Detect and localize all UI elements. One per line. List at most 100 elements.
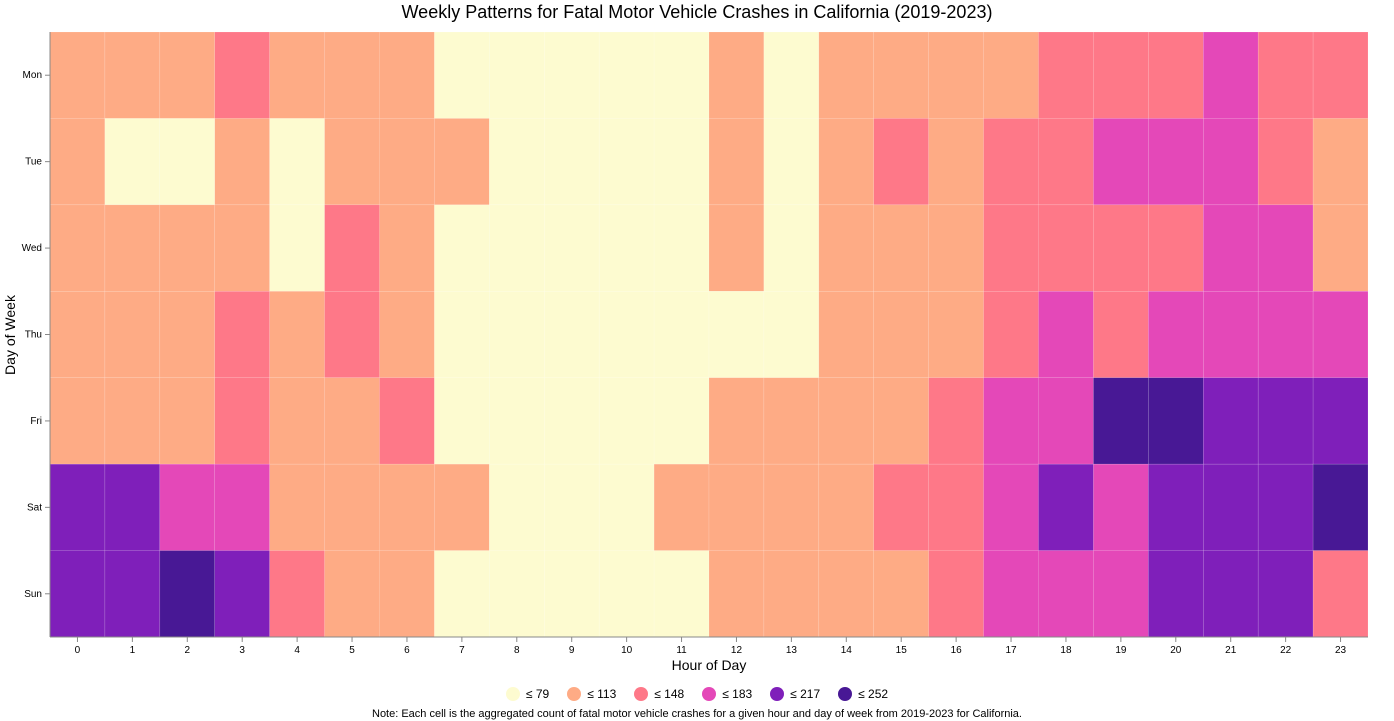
heatmap-cell <box>983 291 1039 378</box>
heatmap-cell <box>1148 377 1204 465</box>
heatmap-cell <box>708 31 765 119</box>
legend-item: ≤ 183 <box>702 687 752 701</box>
heatmap-cell <box>269 291 325 378</box>
heatmap-cell <box>1257 118 1314 206</box>
x-tick-label: 2 <box>185 645 191 656</box>
x-tick-label: 21 <box>1225 645 1237 656</box>
heatmap-cell <box>49 118 106 206</box>
heatmap-cell <box>928 204 984 292</box>
heatmap-cell <box>214 463 270 551</box>
legend-label: ≤ 113 <box>587 687 617 701</box>
heatmap-cell <box>873 291 929 378</box>
heatmap-cell <box>379 550 435 638</box>
heatmap-cell <box>324 550 380 638</box>
x-tick-label: 10 <box>621 645 633 656</box>
heatmap-cell <box>49 204 106 292</box>
heatmap-cell <box>818 291 874 378</box>
heatmap-cell <box>159 204 215 292</box>
y-tick-label: Tue <box>25 157 42 168</box>
heatmap-cell <box>1038 118 1094 206</box>
heatmap-cell <box>269 118 325 206</box>
heatmap-cell <box>708 550 765 638</box>
heatmap-cells <box>49 31 1369 638</box>
heatmap-cell <box>324 291 380 378</box>
heatmap-cell <box>489 291 545 378</box>
heatmap-cell <box>763 291 820 378</box>
heatmap-cell <box>653 377 710 465</box>
heatmap-cell <box>1038 550 1094 638</box>
heatmap-cell <box>763 550 820 638</box>
heatmap-cell <box>818 118 874 206</box>
x-tick-label: 5 <box>349 645 355 656</box>
heatmap-cell <box>928 118 984 206</box>
heatmap-cell <box>1257 291 1314 378</box>
heatmap-cell <box>1312 377 1369 465</box>
heatmap-cell <box>1257 463 1314 551</box>
heatmap-cell <box>269 204 325 292</box>
heatmap-cell <box>1257 550 1314 638</box>
heatmap-cell <box>544 204 600 292</box>
legend: ≤ 79 ≤ 113 ≤ 148 ≤ 183 ≤ 217 ≤ 252 <box>0 687 1394 701</box>
heatmap-cell <box>983 118 1039 206</box>
heatmap-cell <box>928 31 984 119</box>
heatmap-cell <box>983 550 1039 638</box>
heatmap-cell <box>708 463 765 551</box>
heatmap-cell <box>324 463 380 551</box>
x-tick-label: 12 <box>731 645 743 656</box>
heatmap-cell <box>1148 550 1204 638</box>
heatmap-cell <box>379 204 435 292</box>
heatmap-cell <box>928 377 984 465</box>
heatmap-cell <box>104 550 161 638</box>
heatmap-cell <box>598 204 655 292</box>
heatmap-cell <box>708 118 765 206</box>
heatmap-cell <box>708 291 765 378</box>
x-tick-label: 17 <box>1005 645 1017 656</box>
heatmap-cell <box>1203 291 1259 378</box>
heatmap-cell <box>653 118 710 206</box>
x-tick-label: 9 <box>569 645 575 656</box>
heatmap-cell <box>1203 463 1259 551</box>
heatmap-cell <box>1093 463 1149 551</box>
legend-swatch <box>838 687 853 701</box>
heatmap-cell <box>763 463 820 551</box>
heatmap-cell <box>1203 118 1259 206</box>
heatmap-cell <box>818 463 874 551</box>
x-tick-label: 4 <box>294 645 300 656</box>
heatmap-cell <box>49 550 106 638</box>
heatmap-cell <box>653 204 710 292</box>
heatmap-cell <box>1093 291 1149 378</box>
heatmap-cell <box>763 31 820 119</box>
legend-item: ≤ 252 <box>838 687 888 701</box>
heatmap-cell <box>269 377 325 465</box>
heatmap-cell <box>1038 291 1094 378</box>
heatmap-cell <box>818 204 874 292</box>
heatmap-cell <box>1038 204 1094 292</box>
heatmap-cell <box>434 550 490 638</box>
heatmap-cell <box>544 463 600 551</box>
heatmap-cell <box>434 204 490 292</box>
y-tick-label: Mon <box>23 70 42 81</box>
heatmap-cell <box>1203 550 1259 638</box>
heatmap-cell <box>49 377 106 465</box>
heatmap-cell <box>489 550 545 638</box>
heatmap-cell <box>159 291 215 378</box>
heatmap-cell <box>489 204 545 292</box>
heatmap-cell <box>598 377 655 465</box>
heatmap-cell <box>873 463 929 551</box>
heatmap-cell <box>214 377 270 465</box>
legend-item: ≤ 148 <box>634 687 684 701</box>
heatmap-cell <box>818 31 874 119</box>
heatmap-cell <box>873 550 929 638</box>
x-tick-label: 20 <box>1170 645 1182 656</box>
heatmap-cell <box>653 550 710 638</box>
y-tick-label: Sun <box>24 589 42 600</box>
x-axis: 0 1 2 3 4 5 6 7 8 9 10 11 12 13 14 15 16 17 18 19 20 21 22 23 <box>50 636 1368 656</box>
heatmap-cell <box>928 463 984 551</box>
heatmap-cell <box>1257 204 1314 292</box>
heatmap-cell <box>489 463 545 551</box>
heatmap-cell <box>1093 204 1149 292</box>
heatmap-cell <box>1312 291 1369 378</box>
heatmap-cell <box>324 118 380 206</box>
heatmap-cell <box>434 31 490 119</box>
x-tick-label: 6 <box>404 645 410 656</box>
